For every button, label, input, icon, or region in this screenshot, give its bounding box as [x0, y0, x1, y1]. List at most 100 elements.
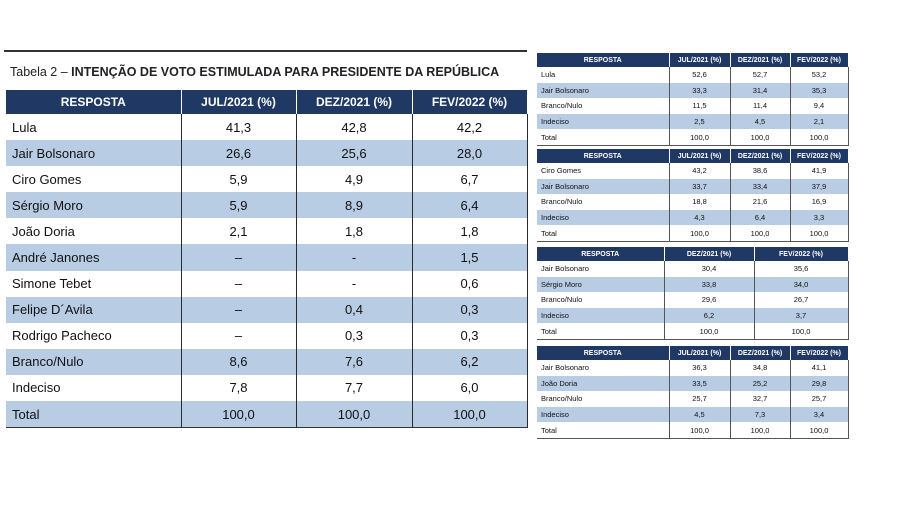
table-cell: 41,1 [790, 360, 849, 376]
table-cell: 0,6 [412, 270, 528, 297]
table-cell: 100,0 [669, 129, 731, 146]
table-title: Tabela 2 – INTENÇÃO DE VOTO ESTIMULADA P… [10, 65, 499, 79]
table-cell: 25,2 [730, 375, 791, 392]
row-label: Lula [6, 114, 182, 141]
table-row: Indeciso 6,2 3,7 [537, 307, 849, 324]
table-cell: 33,7 [669, 178, 731, 195]
table-cell: 3,4 [790, 406, 849, 423]
table-row: Branco/Nulo 29,6 26,7 [537, 292, 849, 308]
table-row: Jair Bolsonaro 33,3 31,4 35,3 [537, 82, 849, 99]
table-row: Felipe D´Avila –0,4 0,3 [6, 296, 528, 323]
column-header: FEV/2022 (%) [790, 149, 849, 163]
row-label: Ciro Gomes [6, 166, 182, 193]
column-header: RESPOSTA [537, 53, 670, 67]
table-cell: 43,2 [669, 163, 731, 179]
table-cell: 100,0 [181, 401, 297, 429]
table-row: Indeciso 2,5 4,5 2,1 [537, 113, 849, 130]
row-label: Total [537, 422, 670, 439]
table-cell: 6,4 [730, 209, 791, 226]
table-cell: 25,7 [669, 391, 731, 407]
column-header: RESPOSTA [537, 346, 670, 360]
table-cell: 2,1 [181, 218, 297, 245]
row-label: Total [537, 129, 670, 146]
table-cell: 42,8 [296, 114, 413, 141]
table-cell: 100,0 [790, 422, 849, 439]
table-cell: 0,3 [412, 296, 528, 323]
main-table-panel: Tabela 2 – INTENÇÃO DE VOTO ESTIMULADA P… [4, 50, 528, 444]
row-label: Sérgio Moro [537, 276, 665, 293]
table-cell: 4,5 [730, 113, 791, 130]
table-cell: 4,9 [296, 166, 413, 193]
table-row: Simone Tebet – -0,6 [6, 270, 528, 297]
table-row: Lula 52,6 52,7 53,2 [537, 67, 849, 83]
row-label: Branco/Nulo [537, 194, 670, 210]
column-header: FEV/2022 (%) [790, 53, 849, 67]
table-row: Jair Bolsonaro 30,4 35,6 [537, 261, 849, 277]
table-cell: 1,8 [296, 218, 413, 245]
table-cell: 8,9 [296, 192, 413, 219]
table-cell: 11,5 [669, 98, 731, 114]
row-label: Ciro Gomes [537, 163, 670, 179]
column-header: JUL/2021 (%) [669, 149, 731, 163]
table-row: Total 100,0 100,0 100,0 [537, 422, 849, 439]
table-row: Ciro Gomes 5,9 4,9 6,7 [6, 166, 528, 193]
row-label: Branco/Nulo [537, 391, 670, 407]
row-label: João Doria [6, 218, 182, 245]
row-label: Branco/Nulo [537, 292, 665, 308]
column-header: RESPOSTA [537, 149, 670, 163]
table-cell: 7,8 [181, 374, 297, 402]
table-cell: 53,2 [790, 67, 849, 83]
table-cell: 6,4 [412, 192, 528, 219]
table-row: André Janones – -1,5 [6, 244, 528, 271]
table-cell: 1,5 [412, 244, 528, 271]
poll-table-2: RESPOSTA JUL/2021 (%) DEZ/2021 (%) FEV/2022… [537, 149, 849, 242]
row-label: André Janones [6, 244, 182, 271]
table-cell: 11,4 [730, 98, 791, 114]
row-label: Indeciso [537, 113, 670, 130]
row-label: João Doria [537, 375, 670, 392]
table-cell: 37,9 [790, 178, 849, 195]
table-title-prefix: Tabela 2 – [10, 65, 72, 79]
table-cell: 2,1 [790, 113, 849, 130]
table-cell: 6,0 [412, 374, 528, 402]
table-title-bold: INTENÇÃO DE VOTO ESTIMULADA PARA PRESIDE… [71, 65, 500, 79]
table-cell: 26,7 [754, 292, 849, 308]
table-cell: 0,4 [296, 296, 413, 323]
table-row: Branco/Nulo 8,6 7,6 6,2 [6, 348, 528, 375]
table-cell: 28,0 [412, 140, 528, 167]
table-row: Branco/Nulo 25,7 32,7 25,7 [537, 391, 849, 407]
table-cell: 7,6 [296, 348, 413, 375]
row-label: Rodrigo Pacheco [6, 322, 182, 349]
table-cell: 100,0 [790, 129, 849, 146]
poll-table-1: RESPOSTA JUL/2021 (%) DEZ/2021 (%) FEV/2022… [537, 53, 849, 146]
table-cell: 100,0 [296, 401, 413, 429]
row-label: Indeciso [537, 307, 665, 324]
row-label: Lula [537, 67, 670, 83]
row-label: Simone Tebet [6, 270, 182, 297]
table-row: Lula 41,3 42,8 42,2 [6, 114, 528, 141]
table-cell: 30,4 [664, 261, 755, 277]
table-cell: 100,0 [730, 422, 791, 439]
row-label: Jair Bolsonaro [6, 140, 182, 167]
table-row: Indeciso 7,8 7,7 6,0 [6, 374, 528, 402]
table-cell: 33,8 [664, 276, 755, 293]
table-cell: 41,3 [181, 114, 297, 141]
column-header: DEZ/2021 (%) [730, 149, 791, 163]
table-cell: 7,3 [730, 406, 791, 423]
poll-table-4: RESPOSTA JUL/2021 (%) DEZ/2021 (%) FEV/2022… [537, 346, 849, 439]
table-row: Ciro Gomes 43,2 38,6 41,9 [537, 163, 849, 179]
table-cell: 7,7 [296, 374, 413, 402]
column-header: JUL/2021 (%) [181, 90, 297, 114]
row-label: Sérgio Moro [6, 192, 182, 219]
table-row: Jair Bolsonaro 26,6 25,6 28,0 [6, 140, 528, 167]
table-cell: 42,2 [412, 114, 528, 141]
table-cell: 2,5 [669, 113, 731, 130]
table-row: Total 100,0 100,0 100,0 [6, 401, 528, 429]
table-row: Sérgio Moro 33,8 34,0 [537, 276, 849, 293]
table-cell: 21,6 [730, 194, 791, 210]
row-label: Branco/Nulo [6, 348, 182, 375]
table-cell: 33,5 [669, 375, 731, 392]
table-cell: 8,6 [181, 348, 297, 375]
column-header: DEZ/2021 (%) [296, 90, 413, 114]
table-row: Branco/Nulo 18,8 21,6 16,9 [537, 194, 849, 210]
